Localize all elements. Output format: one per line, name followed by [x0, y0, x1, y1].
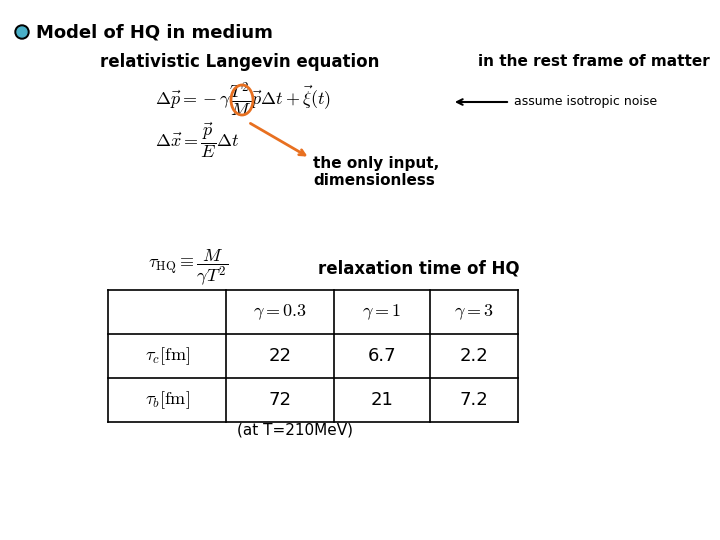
Text: 2.2: 2.2: [459, 347, 488, 365]
Text: $\Delta\vec{x} = \dfrac{\vec{p}}{E}\Delta t$: $\Delta\vec{x} = \dfrac{\vec{p}}{E}\Delt…: [155, 120, 239, 160]
Text: 7.2: 7.2: [459, 391, 488, 409]
Text: (at T=210MeV): (at T=210MeV): [237, 422, 353, 437]
Text: $\gamma = 1$: $\gamma = 1$: [362, 302, 402, 322]
Circle shape: [17, 27, 27, 37]
Text: $\gamma = 0.3$: $\gamma = 0.3$: [253, 302, 307, 322]
Text: 22: 22: [269, 347, 292, 365]
Text: in the rest frame of matter: in the rest frame of matter: [478, 55, 710, 70]
Text: $\tau_{\mathrm{HQ}} \equiv \dfrac{M}{\gamma T^2}$: $\tau_{\mathrm{HQ}} \equiv \dfrac{M}{\ga…: [148, 248, 228, 288]
Text: relativistic Langevin equation: relativistic Langevin equation: [100, 53, 379, 71]
Text: 72: 72: [269, 391, 292, 409]
Text: $\tau_b[\mathrm{fm}]$: $\tau_b[\mathrm{fm}]$: [145, 389, 189, 411]
Text: Model of HQ in medium: Model of HQ in medium: [36, 23, 273, 41]
Text: the only input,
dimensionless: the only input, dimensionless: [313, 156, 439, 188]
Text: $\Delta\vec{p} = -\gamma\dfrac{T^2}{M}\vec{p}\Delta t + \vec{\xi}(t)$: $\Delta\vec{p} = -\gamma\dfrac{T^2}{M}\v…: [155, 81, 331, 119]
Text: 6.7: 6.7: [368, 347, 396, 365]
Text: assume isotropic noise: assume isotropic noise: [514, 96, 657, 109]
Text: relaxation time of HQ: relaxation time of HQ: [318, 259, 520, 277]
Circle shape: [15, 25, 29, 39]
Text: $\tau_c[\mathrm{fm}]$: $\tau_c[\mathrm{fm}]$: [145, 345, 189, 367]
Text: $\gamma = 3$: $\gamma = 3$: [454, 302, 494, 322]
Text: 21: 21: [371, 391, 393, 409]
